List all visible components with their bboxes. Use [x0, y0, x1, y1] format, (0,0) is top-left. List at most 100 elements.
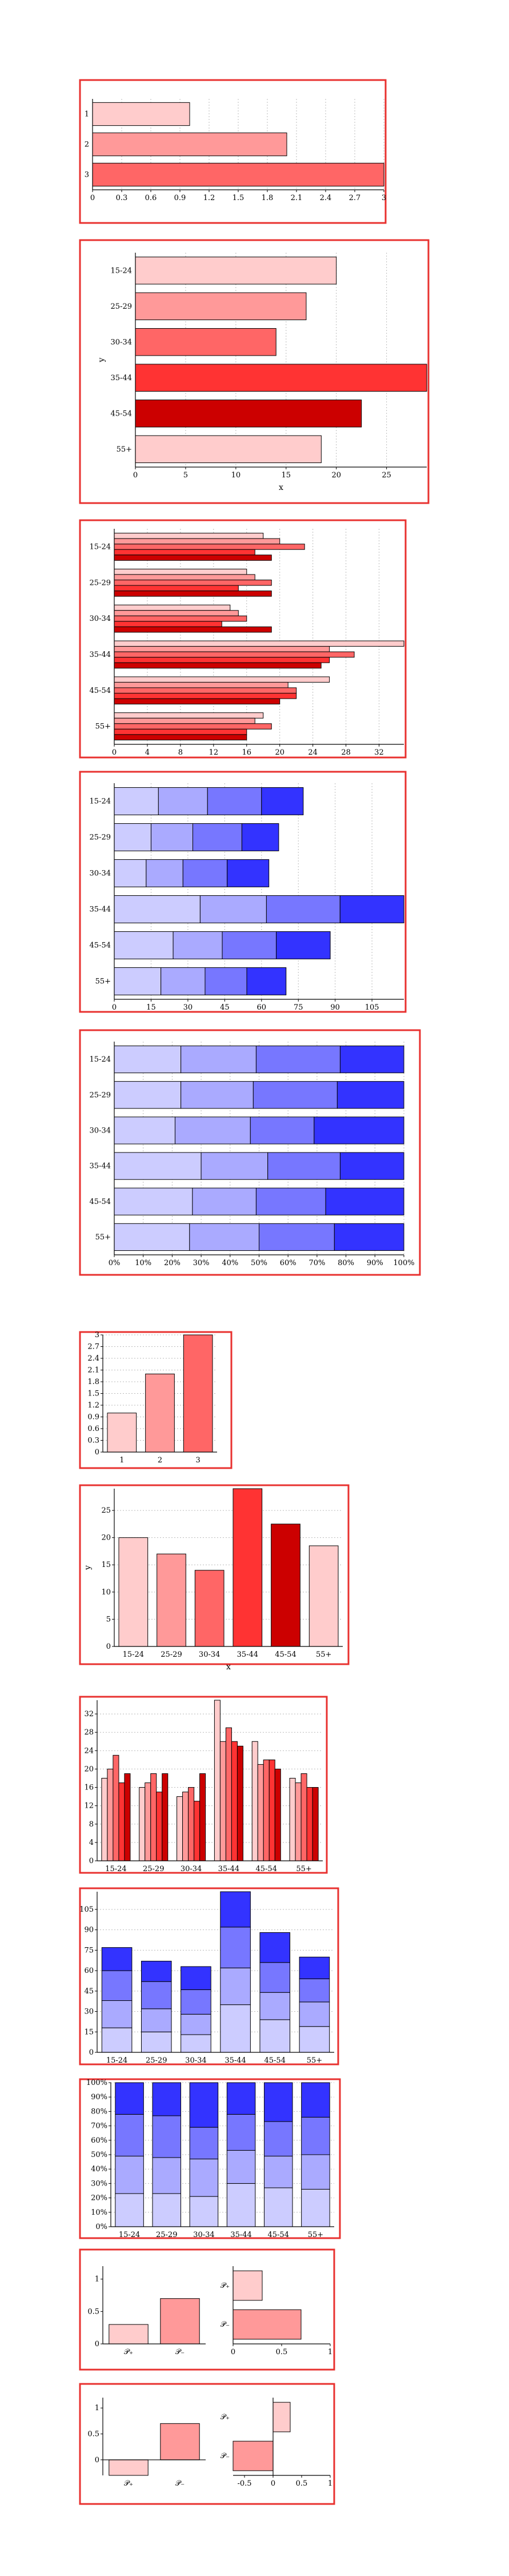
- c11-ytick-label: 1: [95, 2275, 99, 2284]
- c4-bar-segment: [161, 967, 206, 995]
- c11-bar: [160, 2298, 200, 2344]
- c10-bar-segment: [301, 2116, 330, 2155]
- c11-bar: [109, 2324, 149, 2344]
- c2-xtick-label: 5: [183, 471, 188, 480]
- c9-ytick-label: 0: [89, 2048, 94, 2057]
- c7-frame: [79, 1484, 350, 1665]
- c13-bar: [109, 2459, 149, 2476]
- c10-bar-segment: [263, 2121, 293, 2157]
- c10-ytick-label: 100%: [86, 2079, 107, 2087]
- c8-ytick-label: 0: [89, 1857, 94, 1865]
- c8-bar: [156, 1792, 163, 1861]
- c5-frame: [79, 1029, 421, 1276]
- c7-ytick-label: 20: [101, 1534, 111, 1542]
- c10-ytick-label: 50%: [91, 2151, 107, 2159]
- c1-xtick-label: 0: [90, 194, 95, 202]
- c8-bar: [124, 1773, 131, 1861]
- c3-bar: [114, 604, 231, 611]
- c3-bar: [114, 533, 264, 539]
- c4-xtick-label: 90: [330, 1003, 340, 1012]
- c3-bar: [114, 538, 280, 545]
- c5-xtick-label: 80%: [338, 1259, 354, 1267]
- c8-category-label: 45-54: [256, 1865, 277, 1873]
- c8-bar: [214, 1700, 221, 1861]
- c3-bar: [114, 579, 272, 586]
- c9-bar-segment: [220, 1891, 251, 1928]
- c2-xtick-label: 10: [231, 471, 241, 480]
- c7-category-label: 45-54: [275, 1650, 296, 1659]
- c4-bar-segment: [227, 859, 270, 887]
- c8-bar: [237, 1745, 243, 1861]
- c12-xtick-label: 0: [231, 2348, 235, 2356]
- c10-bar-segment: [189, 2127, 219, 2160]
- c8-bar: [118, 1783, 125, 1861]
- c9-bar-segment: [220, 2004, 251, 2053]
- c9-ytick-label: 75: [84, 1946, 94, 1955]
- c8-ytick-label: 28: [84, 1728, 94, 1737]
- c4-bar-segment: [114, 895, 201, 923]
- c3-bar: [114, 568, 247, 575]
- c10-bar-segment: [226, 2150, 256, 2184]
- c3-bar: [114, 555, 272, 561]
- c10-ytick-label: 30%: [91, 2179, 107, 2188]
- c10-ytick-label: 40%: [91, 2165, 107, 2174]
- c10-bar-segment: [189, 2159, 219, 2197]
- c8-bar: [113, 1754, 119, 1861]
- c10-ytick-label: 90%: [91, 2093, 107, 2102]
- c4-bar-segment: [114, 931, 174, 959]
- c8-bar: [312, 1787, 319, 1861]
- c8-bar: [199, 1773, 206, 1861]
- c5-bar-segment: [336, 1081, 404, 1109]
- c9-bar-segment: [101, 2027, 133, 2053]
- c4-bar-segment: [114, 823, 151, 851]
- c5-bar-segment: [259, 1223, 335, 1251]
- c6-ytick-label: 2.1: [87, 1366, 99, 1375]
- c1-xtick-label: 0.9: [174, 194, 186, 202]
- c4-bar-segment: [182, 859, 228, 887]
- c8-bar: [145, 1783, 151, 1861]
- c14-category-label: 𝒫₋: [221, 2452, 230, 2461]
- c11-frame: [79, 2248, 335, 2371]
- c5-bar-segment: [189, 1223, 260, 1251]
- c9-bar-segment: [181, 2013, 211, 2035]
- c2-xtick-label: 0: [133, 471, 138, 480]
- c9-ytick-label: 60: [84, 1967, 94, 1975]
- c4-category-label: 55+: [95, 978, 111, 986]
- c6-ytick-label: 1.2: [87, 1401, 99, 1410]
- c8-bar: [251, 1741, 258, 1861]
- c2-bar: [135, 292, 307, 320]
- c5-bar-segment: [114, 1223, 190, 1251]
- c10-bar-segment: [152, 2082, 182, 2116]
- c8-bar: [257, 1764, 264, 1861]
- c8-bar: [295, 1783, 302, 1861]
- c9-bar-segment: [259, 1932, 291, 1963]
- c7-y-axis-title: y: [83, 1565, 93, 1570]
- c3-bar: [114, 676, 330, 683]
- c5-bar-segment: [334, 1223, 404, 1251]
- c8-bar: [263, 1759, 270, 1861]
- c7-bar: [118, 1537, 149, 1647]
- c8-bar: [101, 1777, 108, 1861]
- c4-xtick-label: 75: [294, 1003, 303, 1012]
- c5-bar-segment: [174, 1116, 251, 1145]
- c3-bar: [114, 651, 355, 658]
- c7-bar: [194, 1570, 225, 1647]
- c3-bar: [114, 698, 280, 705]
- c5-bar-segment: [255, 1045, 340, 1074]
- c10-bar-segment: [226, 2082, 256, 2115]
- c3-category-label: 15-24: [90, 543, 111, 551]
- c7-bar: [308, 1545, 339, 1647]
- c3-category-label: 25-29: [90, 579, 111, 587]
- c8-bar: [219, 1741, 226, 1861]
- c5-xtick-label: 40%: [222, 1259, 238, 1267]
- c10-bar-segment: [226, 2183, 256, 2227]
- c3-xtick-label: 0: [112, 748, 117, 757]
- c9-ytick-label: 45: [84, 1987, 94, 1996]
- c7-x-axis-title: x: [226, 1662, 231, 1672]
- c4-bar-segment: [276, 931, 331, 959]
- c7-ytick-label: 5: [106, 1615, 111, 1624]
- c2-category-label: 55+: [117, 445, 132, 454]
- c1-xtick-label: 2.7: [349, 194, 361, 202]
- c4-category-label: 30-34: [90, 870, 111, 878]
